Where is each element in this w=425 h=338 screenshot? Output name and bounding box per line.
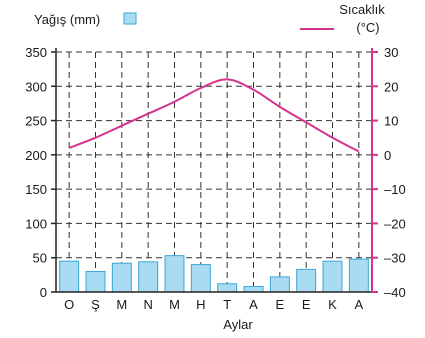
legend-precip-swatch: [123, 12, 137, 25]
precip-bar: [243, 286, 264, 293]
right-tick-label: 30: [384, 45, 398, 60]
right-tick-label: 20: [384, 79, 398, 94]
grid-lines: [56, 51, 372, 292]
left-tick-label: 250: [25, 114, 47, 129]
category-label: T: [223, 297, 231, 312]
precip-bar: [348, 258, 369, 293]
left-tick-label: 350: [25, 45, 47, 60]
precip-bar: [138, 261, 159, 293]
right-tick-label: –10: [384, 182, 406, 197]
precip-bars: [59, 255, 369, 293]
category-label: M: [169, 297, 180, 312]
left-tick-label: 200: [25, 148, 47, 163]
right-tick-label: –40: [384, 285, 406, 300]
left-tick-label: 50: [33, 251, 47, 266]
category-label: H: [196, 297, 205, 312]
right-tick-label: –20: [384, 216, 406, 231]
category-label: A: [249, 297, 258, 312]
legend-precip-label: Yağış (mm): [34, 12, 100, 27]
precip-bar: [190, 264, 211, 293]
precip-bar: [217, 283, 238, 293]
right-tick-label: 0: [384, 148, 391, 163]
right-tick-label: 10: [384, 114, 398, 129]
left-tick-label: 300: [25, 79, 47, 94]
left-tick-label: 100: [25, 216, 47, 231]
precip-bar: [296, 268, 317, 293]
precip-bar: [85, 270, 106, 293]
left-tick-label: 0: [40, 285, 47, 300]
x-axis-title: Aylar: [223, 317, 253, 332]
category-label: K: [328, 297, 337, 312]
legend-temp-label-line2: (°C): [356, 20, 379, 35]
left-tick-label: 150: [25, 182, 47, 197]
category-label: O: [64, 297, 74, 312]
axes: [51, 48, 378, 293]
category-label: E: [302, 297, 311, 312]
category-label: N: [143, 297, 152, 312]
right-tick-label: –30: [384, 251, 406, 266]
precip-bar: [164, 255, 185, 293]
tick-labels: 3503002502001501005003020100–10–20–30–40…: [25, 45, 405, 312]
temp-line-group: [68, 78, 360, 153]
category-label: M: [116, 297, 127, 312]
temp-line: [68, 78, 360, 153]
precip-bar: [322, 260, 343, 293]
precip-bar: [111, 262, 132, 293]
precip-bar: [269, 276, 290, 293]
precip-bar: [59, 260, 80, 293]
category-label: A: [354, 297, 363, 312]
category-label: E: [275, 297, 284, 312]
legend-temp-label-line1: Sıcaklık: [339, 2, 385, 17]
category-label: Ş: [91, 297, 100, 312]
